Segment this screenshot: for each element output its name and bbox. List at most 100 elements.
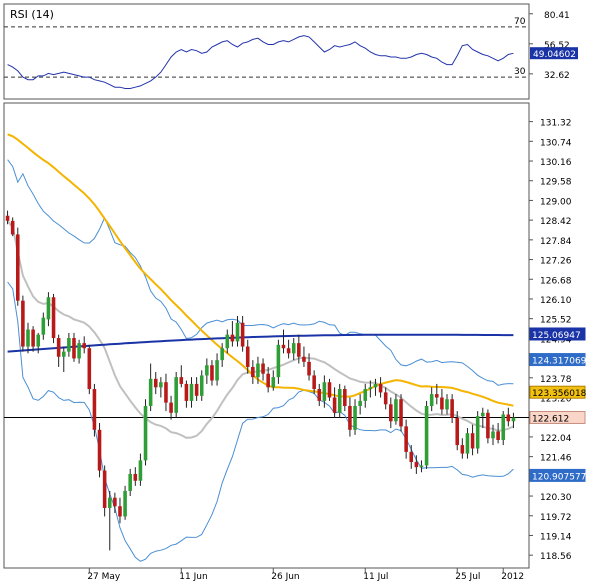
candle-up [501,414,506,440]
candle-down [327,382,332,398]
candle-up [174,377,178,413]
x-tick-label: 2012 [501,572,524,582]
price-tick-label: 123.20 [540,395,572,405]
rsi-value-tag-text: 49.04602 [533,50,576,60]
candle-up [429,394,434,407]
candle-up [107,497,112,508]
x-tick-label: 11 Jun [179,572,207,582]
candle-down [332,397,337,413]
price-tick-label: 126.68 [540,276,572,286]
candle-down [343,389,347,407]
candle-up [511,417,516,422]
candle-down [194,383,199,396]
candle-up [148,378,153,407]
value-tag-bg [529,410,586,424]
candle-down [169,402,173,413]
rsi-level-30-label: 30 [514,67,526,77]
candle-up [41,317,46,335]
candle-up [491,431,495,439]
candle-down [153,378,158,388]
candle-up [475,416,480,449]
rsi-axis: 80.41 56.52 32.62 [529,11,570,81]
value-tag-bg [529,327,586,341]
candle-up [424,406,429,466]
candle-down [506,414,511,422]
price-tick-label: 122.04 [540,434,572,444]
candle-down [240,322,245,347]
candle-up [205,365,209,376]
candle-down [378,383,383,393]
price-tick-label: 121.46 [540,454,572,464]
candle-up [199,375,204,396]
x-tick-label: 25 Jul [455,572,480,582]
candle-up [256,363,260,378]
candle-down [470,433,475,449]
candlesticks [5,210,516,551]
candle-up [138,460,143,481]
price-tick-label: 130.16 [540,158,572,168]
candle-down [5,215,10,221]
candle-down [389,404,393,422]
candle-down [230,334,235,342]
candle-up [445,399,449,410]
candle-up [419,465,424,468]
rsi-value-tag-bg [530,47,578,60]
bollinger-lower-line [7,281,514,562]
candle-down [383,392,388,405]
candle-down [118,506,122,517]
candle-up [77,343,81,359]
rsi-tick-label: 56.52 [544,41,570,51]
value-tag-text: 125.06947 [532,331,581,341]
candle-down [460,445,465,454]
x-axis: 27 May 11 Jun 26 Jun 11 Jul 25 Jul 2012 [87,568,524,582]
value-tag-bg [529,385,586,399]
value-tag-text: 120.907577 [532,472,586,482]
candle-up [215,360,219,381]
price-tick-label: 123.78 [540,375,572,385]
price-tick-label: 127.84 [540,237,572,247]
candle-down [87,348,92,390]
candle-up [271,377,276,388]
candle-down [286,348,291,354]
rsi-value-tag: 49.04602 [530,47,578,60]
candle-up [394,399,398,422]
candle-down [15,234,20,301]
candle-down [348,406,352,430]
candle-up [363,389,368,401]
value-tags: 125.06947 124.317069 123.356018 122.612 120.… [529,327,587,482]
price-tick-label: 125.52 [540,316,572,326]
candle-down [435,394,439,398]
price-tick-label: 131.32 [540,119,572,129]
rsi-level-70-label: 70 [514,17,526,27]
candle-down [455,417,460,446]
candle-up [26,329,30,347]
rsi-tick-label: 32.62 [544,71,570,81]
candle-down [302,356,306,362]
value-tag-text: 122.612 [532,414,569,424]
candle-down [266,373,270,388]
value-tag-text: 123.356018 [532,389,587,399]
rsi-panel-frame [3,3,530,100]
candle-down [92,389,97,430]
candle-down [312,375,316,390]
candle-up [291,343,296,354]
candle-up [358,400,362,407]
price-tick-label: 119.14 [540,532,572,542]
value-tag-bg [529,353,586,367]
bollinger-upper-line [7,159,514,386]
candle-down [113,497,117,507]
candle-up [276,344,281,378]
candle-up [143,406,148,461]
candle-down [450,399,454,418]
candle-up [322,382,327,401]
candle-down [409,451,414,463]
value-tag-text: 124.317069 [532,357,587,367]
price-tick-label: 120.30 [540,493,572,503]
candle-down [297,343,301,357]
candle-up [480,412,485,417]
candle-down [307,361,311,376]
candle-up [353,406,357,430]
candle-down [10,220,15,235]
